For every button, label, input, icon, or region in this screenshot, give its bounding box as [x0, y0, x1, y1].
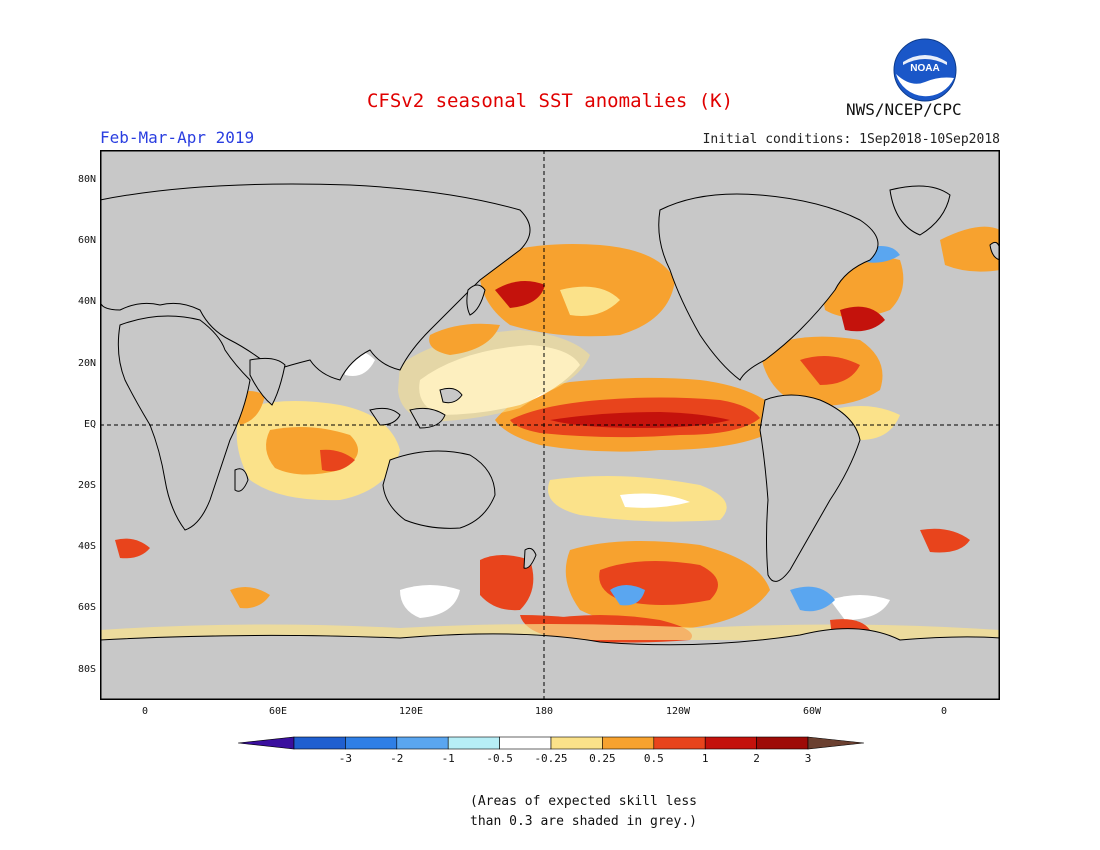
sst-anomaly-map — [100, 150, 1000, 700]
lon-label-60e: 60E — [268, 706, 288, 717]
lat-label-40s: 40S — [77, 541, 96, 552]
colorbar-segment — [653, 736, 706, 750]
colorbar-tick-label: -2 — [390, 752, 404, 765]
colorbar-segment — [345, 736, 398, 750]
lat-label-20n: 20N — [77, 358, 96, 369]
australia — [382, 450, 496, 529]
map-title: CFSv2 seasonal SST anomalies (K) — [366, 90, 734, 112]
noaa-logo: NOAA — [893, 38, 957, 102]
colorbar-segment — [704, 736, 757, 750]
lat-label-80n: 80N — [77, 174, 96, 185]
colorbar-min-arrow — [238, 736, 295, 750]
season-label: Feb-Mar-Apr 2019 — [100, 128, 255, 147]
colorbar-segment — [396, 736, 449, 750]
skill-note: (Areas of expected skill less than 0.3 a… — [470, 792, 730, 832]
lat-label-60n: 60N — [77, 235, 96, 246]
lat-label-40n: 40N — [77, 296, 96, 307]
colorbar-segment — [447, 736, 500, 750]
new-zealand — [523, 547, 537, 569]
uk — [989, 241, 1000, 261]
antarctica — [100, 628, 1000, 700]
madagascar — [234, 468, 249, 492]
agency-label: NWS/NCEP/CPC — [846, 100, 962, 119]
greenland — [889, 185, 951, 236]
lon-label-60w: 60W — [802, 706, 822, 717]
colorbar-segment — [602, 736, 655, 750]
lon-label-0-west: 0 — [141, 706, 149, 717]
north-america — [658, 193, 879, 381]
colorbar-segment — [550, 736, 603, 750]
lat-label-eq: EQ — [83, 419, 96, 430]
colorbar-segment — [756, 736, 809, 750]
lon-label-180: 180 — [534, 706, 554, 717]
colorbar-tick-label: 2 — [753, 752, 760, 765]
colorbar-tick-label: -1 — [441, 752, 455, 765]
colorbar-segment — [499, 736, 552, 750]
anomaly-tasman-warm — [480, 555, 534, 611]
logo-text: NOAA — [910, 63, 939, 74]
initial-conditions-label: Initial conditions: 1Sep2018-10Sep2018 — [702, 132, 1000, 147]
india — [249, 357, 286, 406]
colorbar-tick-label: -0.5 — [486, 752, 513, 765]
south-america — [759, 394, 861, 582]
colorbar-segment — [293, 736, 346, 750]
colorbar — [238, 736, 864, 750]
coastlines — [100, 183, 1000, 700]
lon-label-0-east: 0 — [940, 706, 948, 717]
skill-note-line1: (Areas of expected skill less — [470, 794, 697, 809]
lon-label-120w: 120W — [665, 706, 691, 717]
lat-label-80s: 80S — [77, 664, 96, 675]
japan — [466, 284, 486, 316]
africa — [117, 315, 251, 531]
colorbar-tick-label: 1 — [701, 752, 709, 765]
colorbar-tick-label: -3 — [338, 752, 353, 765]
colorbar-max-arrow — [807, 736, 864, 750]
lat-label-20s: 20S — [77, 480, 96, 491]
skill-note-line2: than 0.3 are shaded in grey.) — [470, 814, 697, 829]
colorbar-tick-label: 0.5 — [643, 752, 664, 765]
lon-label-120e: 120E — [398, 706, 424, 717]
lat-label-60s: 60S — [77, 602, 96, 613]
eurasia — [100, 183, 531, 381]
colorbar-tick-label: 0.25 — [589, 752, 616, 765]
maritime-continent — [369, 407, 401, 426]
colorbar-tick-label: -0.25 — [534, 752, 568, 765]
colorbar-tick-label: 3 — [804, 752, 812, 765]
